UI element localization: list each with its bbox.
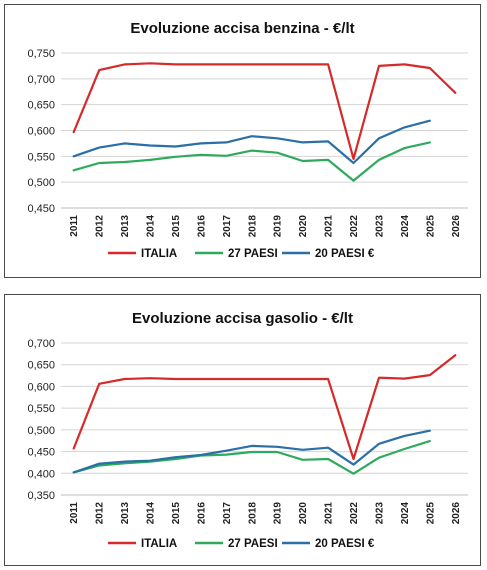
y-tick-label: 0,500 [27,177,55,189]
y-tick-label: 0,600 [27,126,55,138]
x-tick-label: 2013 [120,502,131,525]
y-tick-label: 0,450 [27,447,55,459]
x-tick-label: 2025 [425,502,436,525]
x-tick-label: 2016 [196,215,207,238]
x-tick-label: 2024 [400,502,411,525]
y-tick-label: 0,650 [27,360,55,372]
x-tick-label: 2020 [298,215,309,238]
y-tick-label: 0,450 [27,203,55,215]
y-tick-label: 0,700 [27,74,55,86]
x-tick-label: 2011 [69,215,80,237]
legend-item-27-paesi: 27 PAESI [195,248,278,260]
series-line-italia [72,354,457,461]
y-tick-label: 0,700 [27,338,55,350]
x-tick-label: 2021 [324,215,335,238]
x-tick-label: 2026 [451,215,462,238]
x-tick-label: 2012 [95,215,106,238]
y-tick-label: 0,500 [27,425,55,437]
y-tick-label: 0,550 [27,151,55,163]
chart-title: Evoluzione accisa benzina - €/lt [130,20,354,37]
x-tick-label: 2016 [196,502,207,525]
x-tick-label: 2020 [298,502,309,525]
legend-item-italia: ITALIA [108,248,177,260]
y-tick-label: 0,750 [27,48,55,60]
y-tick-label: 0,600 [27,381,55,393]
x-tick-label: 2026 [451,502,462,525]
legend-item-20-paesi-eur: 20 PAESI € [282,538,375,550]
x-tick-label: 2017 [222,215,233,238]
legend-item-20-paesi-eur: 20 PAESI € [282,248,375,260]
legend-label: 20 PAESI € [315,248,375,260]
x-tick-label: 2022 [349,215,360,238]
chart-gasolio: Evoluzione accisa gasolio - €/lt 0,350 0,4… [27,310,468,550]
x-tick-label: 2023 [374,502,385,525]
series-line-20-paesi-eur [72,429,431,474]
x-tick-label: 2015 [171,215,182,238]
x-tick-label: 2017 [222,502,233,525]
x-tick-label: 2012 [95,502,106,525]
chart-panel-benzina: Evoluzione accisa benzina - €/lt 0,450 0,5… [4,4,481,278]
x-tick-label: 2021 [324,502,335,525]
x-tick-label: 2013 [120,215,131,238]
legend-label: 20 PAESI € [315,538,375,550]
series-line-italia [72,62,457,160]
legend-label: 27 PAESI [228,538,278,550]
x-tick-label: 2015 [171,502,182,525]
x-tick-label: 2018 [247,502,258,525]
chart-panel-gasolio: Evoluzione accisa gasolio - €/lt 0,350 0,4… [4,294,481,566]
x-tick-label: 2023 [374,215,385,238]
x-tick-label: 2018 [247,215,258,238]
y-tick-label: 0,650 [27,100,55,112]
x-tick-label: 2019 [273,502,284,525]
y-tick-label: 0,550 [27,403,55,415]
chart-title: Evoluzione accisa gasolio - €/lt [132,310,353,327]
legend-label: 27 PAESI [228,248,278,260]
x-tick-label: 2024 [400,215,411,238]
legend-item-27-paesi: 27 PAESI [195,538,278,550]
x-tick-label: 2025 [425,215,436,238]
x-tick-label: 2022 [349,502,360,525]
x-tick-label: 2014 [146,215,157,238]
series-line-20-paesi-eur [72,119,431,165]
y-tick-label: 0,400 [27,468,55,480]
y-tick-label: 0,350 [27,490,55,502]
chart-benzina: Evoluzione accisa benzina - €/lt 0,450 0,5… [27,20,468,260]
legend-label: ITALIA [141,538,177,550]
x-tick-label: 2011 [69,502,80,524]
legend-item-italia: ITALIA [108,538,177,550]
legend-label: ITALIA [141,248,177,260]
series-line-27-paesi [72,440,431,475]
series-line-27-paesi [72,141,431,182]
x-tick-label: 2019 [273,215,284,238]
x-tick-label: 2014 [146,502,157,525]
